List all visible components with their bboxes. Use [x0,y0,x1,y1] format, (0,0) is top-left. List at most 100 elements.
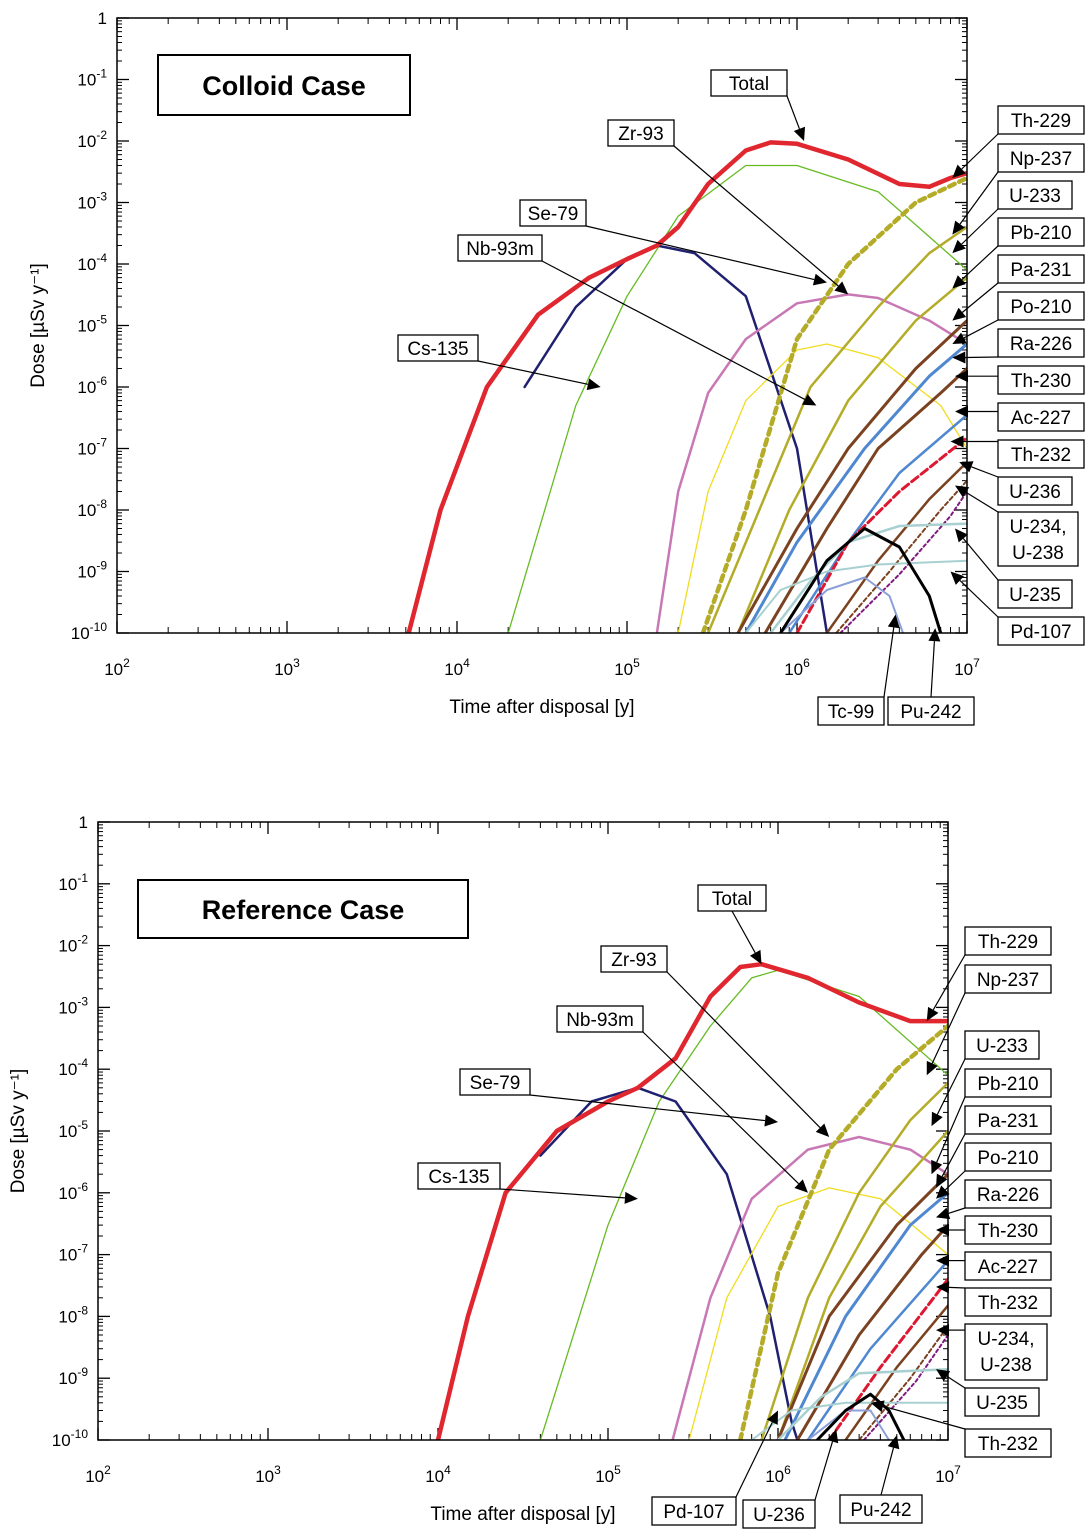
x-tick-label: 104 [425,1463,451,1486]
annotation-arrowhead [794,127,805,141]
annotation-arrowhead [955,405,968,417]
annotation-label-po-210: Po-210 [1010,297,1071,318]
annotation-arrow-line [966,492,998,512]
series-line-u-233 [778,1131,948,1440]
annotation-label-th-229: Th-229 [978,932,1038,953]
annotation-arrow-line [949,1287,965,1288]
annotation-label-pu-242: Pu-242 [850,1500,911,1521]
y-tick-label: 10-6 [58,1180,88,1203]
series-line-cs-135 [540,970,948,1440]
y-tick-label: 10-9 [58,1365,88,1388]
series-line-total [438,964,948,1440]
x-axis-label: Time after disposal [y] [430,1504,615,1525]
annotation-label-u-233: U-233 [1009,186,1061,207]
annotation-label-th-232: Th-232 [1011,445,1071,466]
annotation-label-se-79: Se-79 [470,1073,521,1094]
annotation-label-np-237: Np-237 [977,970,1039,991]
x-tick-label: 107 [954,656,980,679]
annotation-label-se-79: Se-79 [528,204,579,225]
y-tick-label: 10-10 [52,1427,89,1450]
annotation-arrow-line [963,538,998,580]
series-line-u-238 [864,1335,948,1440]
y-tick-label: 10-8 [77,497,107,520]
annotation-label-cs-135: Cs-135 [428,1167,489,1188]
series-lines [438,964,948,1440]
annotation-arrowhead [936,1255,949,1267]
x-tick-label: 102 [104,656,130,679]
annotation-label-total: Total [712,889,752,910]
annotation-arrowhead [587,378,601,390]
series-line-u-234 [859,1326,948,1440]
y-tick-label: 10-2 [58,933,88,956]
y-tick-label: 10-1 [58,871,88,894]
annotation-label-ra-226: Ra-226 [1010,334,1072,355]
annotation-arrowhead [813,274,827,286]
series-lines [409,142,967,633]
annotation-arrowhead [955,529,968,543]
annotation-arrow-line [667,972,820,1128]
annotation-arrow-line [500,1189,625,1198]
annotation-label-pa-231: Pa-231 [1010,260,1071,281]
y-tick-label: 10-2 [77,128,107,151]
y-tick-label: 10-1 [77,67,107,90]
annotation-arrow-line [971,467,998,477]
annotations: TotalZr-93Nb-93mSe-79Cs-135Th-229Np-237U… [418,885,1051,1528]
y-tick-label: 10-4 [58,1056,88,1079]
y-axis-label: Dose [µSv y⁻¹] [28,263,49,387]
annotation-arrowhead [625,1192,638,1204]
annotation-label-u-236: U-236 [1009,482,1061,503]
y-tick-label: 10-10 [71,620,108,643]
y-tick-label: 10-7 [77,436,107,459]
annotation-label-nb-93m: Nb-93m [466,239,534,260]
case-label: Reference Case [202,895,405,925]
annotation-arrow-line [933,955,965,1010]
x-tick-label: 104 [444,656,470,679]
annotation-arrowhead [952,333,966,344]
x-tick-label: 105 [595,1463,621,1486]
annotation-label-pd-107: Pd-107 [663,1502,724,1523]
series-line-np-237 [762,1083,949,1440]
annotation-arrow-line [674,146,838,286]
annotation-arrow-line [884,627,894,697]
annotation-label-u-238: U-238 [1012,543,1064,564]
x-tick-label: 105 [614,656,640,679]
x-axis-label: Time after disposal [y] [449,697,634,718]
annotation-label-th-230: Th-230 [978,1221,1038,1242]
annotation-label-zr-93: Zr-93 [611,950,656,971]
annotation-arrow-line [948,1208,965,1213]
series-line-u-234 [836,481,967,633]
x-tick-label: 103 [274,656,300,679]
annotation-arrow-line [643,1032,799,1184]
annotation-label-u-234: U-234, [1009,517,1066,538]
y-tick-label: 1 [79,813,88,832]
annotation-label-total: Total [729,74,769,95]
annotation-arrowhead [764,1115,778,1127]
annotation-arrow-line [787,96,799,129]
x-tick-label: 107 [935,1463,961,1486]
annotation-label-ra-226: Ra-226 [977,1185,1039,1206]
y-tick-label: 1 [98,9,107,28]
series-line-total [409,142,967,633]
annotation-arrow-line [881,1448,894,1495]
annotation-label-ac-227: Ac-227 [1011,408,1071,429]
annotation-label-th-229: Th-229 [1011,111,1071,132]
series-line-u-236 [827,462,967,633]
annotation-label-u-238: U-238 [980,1355,1032,1376]
annotation-arrowhead [827,1429,838,1443]
annotation-label-tc-99: Tc-99 [828,702,874,723]
y-tick-label: 10-6 [77,374,107,397]
annotation-label-np-237: Np-237 [1010,149,1072,170]
y-tick-label: 10-3 [77,190,107,213]
annotation-arrowhead [750,950,762,964]
annotation-label-ac-227: Ac-227 [978,1257,1038,1278]
annotation-label-u-234: U-234, [977,1329,1034,1350]
annotation-arrow-line [530,1095,765,1121]
series-line-se-79 [540,1088,797,1440]
y-tick-label: 10-9 [77,559,107,582]
annotation-arrowhead [888,1435,900,1449]
annotation-label-zr-93: Zr-93 [618,124,663,145]
annotation-label-u-236: U-236 [753,1505,805,1526]
annotation-label-pb-210: Pb-210 [1010,223,1071,244]
